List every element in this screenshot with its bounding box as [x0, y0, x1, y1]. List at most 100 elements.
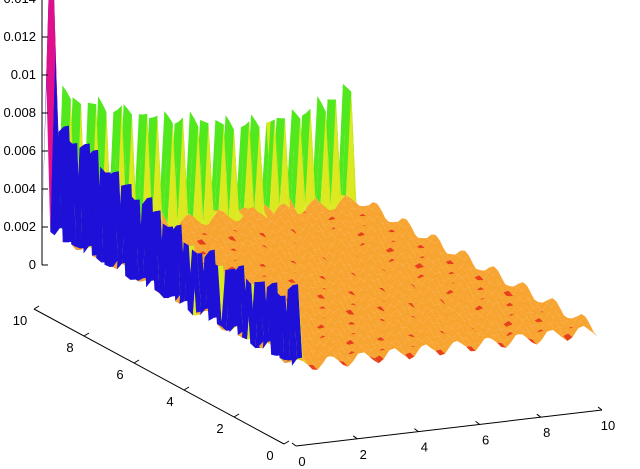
surface-patch: [500, 296, 510, 306]
surface-patch: [393, 232, 403, 242]
surface-patch: [430, 234, 440, 244]
surface-patch: [265, 234, 275, 240]
surface-patch: [260, 237, 270, 246]
z-tick-label: 0.01: [11, 67, 36, 82]
surface-patch: [396, 308, 407, 315]
surface-patch: [249, 249, 259, 258]
surface-patch: [422, 248, 432, 258]
surface-patch: [305, 305, 315, 315]
surface-patch: [285, 246, 295, 254]
surface-patch: [352, 310, 363, 316]
z-tick-label: 0.006: [3, 143, 36, 158]
surface-patch: [232, 248, 242, 253]
surface-patch: [458, 331, 468, 339]
surface-patch: [284, 220, 294, 230]
surface-patch: [345, 245, 355, 255]
surface-patch: [441, 311, 452, 316]
surface-patch: [270, 243, 281, 253]
surface-patch: [338, 360, 349, 367]
surface-patch: [352, 339, 362, 344]
surface-patch: [312, 287, 322, 296]
surface-patch: [310, 338, 320, 347]
surface-patch: [383, 336, 393, 341]
surface-patch: [265, 249, 276, 259]
surface-patch: [492, 270, 503, 279]
surface-patch: [466, 261, 476, 269]
surface-patch: [318, 203, 328, 213]
surface-patch: [430, 328, 440, 338]
surface-patch: [239, 207, 249, 216]
surface-patch: [492, 302, 503, 312]
surface-patch: [337, 234, 347, 241]
surface-patch: [470, 268, 480, 278]
surface-patch: [482, 318, 492, 328]
surface-patch: [372, 203, 382, 213]
surface-patch: [456, 319, 466, 327]
surface-patch: [320, 279, 330, 288]
surface-patch: [508, 314, 518, 324]
surface-patch: [467, 306, 477, 315]
surface-patch: [433, 316, 444, 324]
surface-patch: [200, 225, 210, 233]
surface-patch: [293, 226, 303, 236]
surface-patch: [389, 346, 400, 349]
surface-patch: [268, 253, 278, 260]
surface-patch: [355, 300, 365, 308]
surface-patch: [548, 328, 559, 334]
surface-patch: [484, 266, 494, 272]
surface-patch: [503, 303, 513, 310]
surface-patch: [573, 324, 583, 330]
surface-patch: [495, 277, 505, 285]
surface-patch: [294, 278, 304, 284]
surface-patch: [440, 315, 451, 325]
surface-patch: [352, 286, 362, 297]
surface-patch: [339, 289, 350, 298]
surface-patch: [367, 202, 378, 210]
surface-patch: [475, 268, 485, 276]
surface-patch: [472, 336, 482, 342]
surface-patch: [362, 207, 373, 217]
surface-patch: [320, 111, 330, 213]
surface-patch: [508, 286, 518, 296]
surface-patch: [342, 283, 352, 292]
surface-patch: [383, 322, 394, 332]
surface-patch: [376, 210, 386, 219]
surface-patch: [414, 244, 424, 251]
surface-patch: [375, 253, 385, 262]
surface-patch: [338, 245, 348, 253]
surface-patch: [439, 272, 449, 281]
surface-patch: [543, 313, 553, 322]
surface-patch: [427, 304, 437, 311]
surface-patch: [310, 242, 321, 251]
surface-patch: [403, 275, 414, 285]
surface-patch: [265, 221, 276, 230]
surface-patch: [409, 243, 419, 253]
surface-patch: [293, 255, 303, 265]
surface-patch: [459, 280, 469, 290]
surface-patch: [383, 307, 393, 313]
surface-patch: [349, 352, 359, 362]
surface-patch: [537, 331, 547, 340]
surface-patch: [256, 251, 266, 259]
surface-patch: [373, 247, 383, 256]
surface-patch: [404, 238, 415, 245]
surface-patch: [287, 215, 297, 224]
surface-patch: [442, 296, 452, 306]
surface-patch: [310, 305, 320, 315]
surface-patch: [351, 302, 361, 307]
surface-patch: [343, 358, 354, 367]
surface-patch: [413, 338, 423, 348]
surface-patch: [330, 228, 340, 238]
surface-patch: [340, 226, 350, 235]
surface-patch: [335, 225, 346, 230]
surface-patch: [410, 347, 420, 357]
surface-patch: [401, 249, 411, 259]
surface-patch: [407, 294, 417, 303]
surface-patch: [389, 288, 399, 297]
surface-patch: [340, 257, 350, 266]
surface-patch: [440, 344, 451, 354]
surface-patch: [515, 292, 525, 298]
surface-patch: [352, 282, 363, 287]
surface-patch: [306, 238, 316, 244]
surface-patch: [269, 119, 279, 214]
